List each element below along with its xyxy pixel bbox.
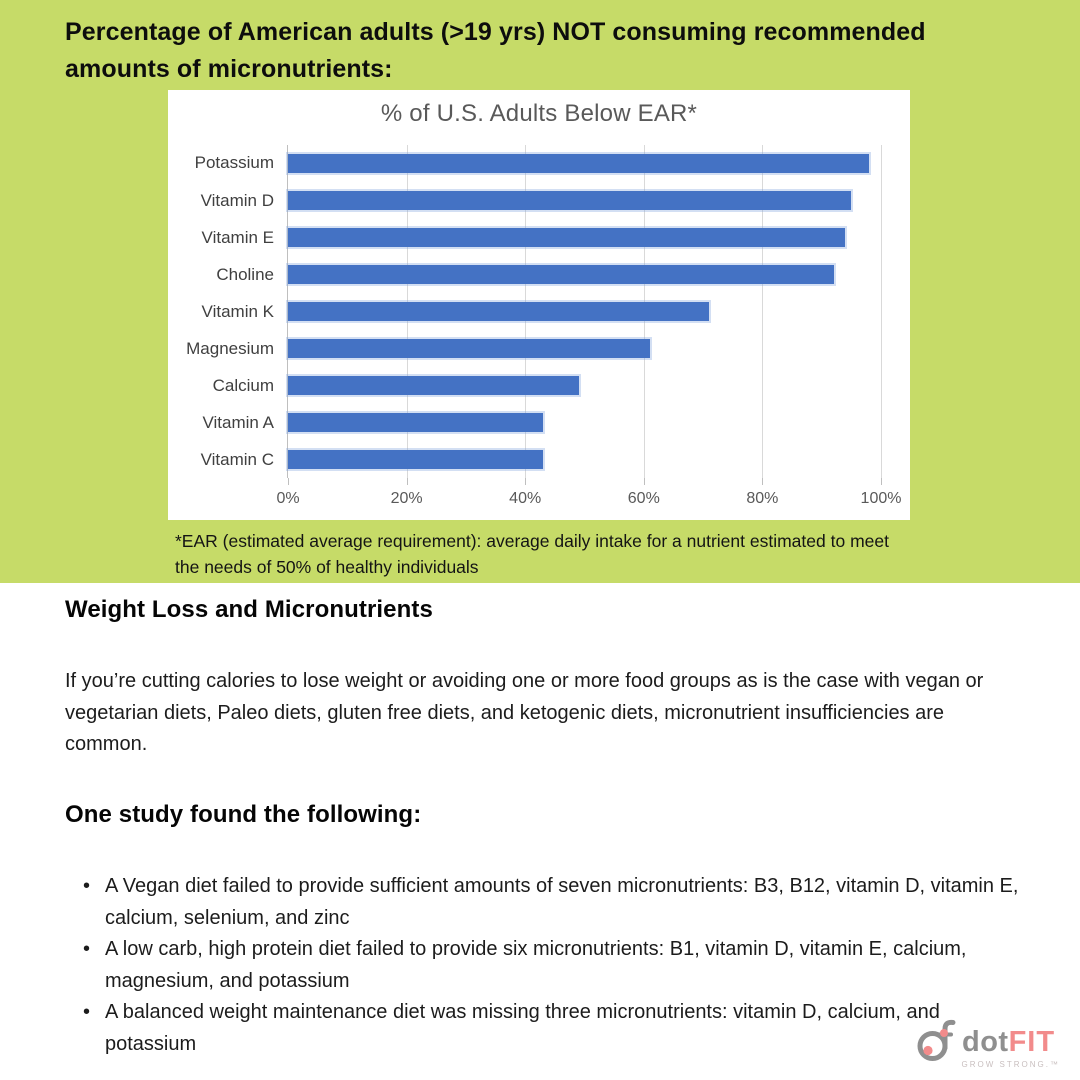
dotfit-logo-icon: [917, 1019, 956, 1061]
category-label: Choline: [216, 264, 274, 284]
bar-vitamin-d: [285, 188, 854, 212]
bar-potassium: [285, 151, 872, 175]
bar-row: [285, 182, 881, 219]
dotfit-logo: dot FIT GROW STRONG.™: [916, 1018, 1064, 1076]
logo-word-fit: FIT: [1008, 1026, 1056, 1058]
logo-tagline: GROW STRONG.™: [961, 1060, 1060, 1069]
bar-magnesium: [286, 336, 652, 360]
category-label: Vitamin E: [201, 227, 274, 247]
bar-calcium: [286, 373, 581, 397]
axis-tick-mark: [643, 478, 645, 485]
one-study-heading: One study found the following:: [65, 801, 422, 828]
list-item: A Vegan diet failed to provide sufficien…: [83, 871, 1023, 934]
bar-row: [285, 145, 881, 182]
list-item: A low carb, high protein diet failed to …: [83, 934, 1023, 997]
x-axis-tick-label: 20%: [390, 490, 423, 507]
study-bullet-list: A Vegan diet failed to provide sufficien…: [83, 871, 1023, 1060]
x-axis-tick-label: 100%: [860, 490, 902, 507]
chart-title: % of U.S. Adults Below EAR*: [380, 100, 698, 127]
bar-vitamin-a: [286, 410, 545, 434]
bar-row: [285, 293, 881, 330]
chart-gridline: [762, 145, 764, 478]
weight-loss-heading: Weight Loss and Micronutrients: [65, 596, 433, 623]
x-axis-tick-label: 40%: [509, 490, 542, 507]
x-axis-tick-label: 0%: [276, 490, 300, 507]
weight-loss-paragraph: If you’re cutting calories to lose weigh…: [65, 670, 984, 755]
axis-tick-mark: [288, 478, 289, 485]
category-label: Vitamin C: [200, 449, 274, 469]
chart-gridline: [881, 145, 882, 478]
category-label: Magnesium: [186, 338, 274, 358]
axis-tick-mark: [881, 478, 882, 485]
bar-row: [286, 367, 881, 404]
bar-row: [286, 404, 881, 441]
list-item: A balanced weight maintenance diet was m…: [83, 997, 1023, 1060]
chart-footnote: *EAR (estimated average requirement): av…: [175, 531, 889, 577]
category-label: Calcium: [212, 375, 274, 395]
logo-word-dot: dot: [962, 1026, 1009, 1058]
category-label: Vitamin D: [200, 190, 274, 210]
page-title: Percentage of American adults (>19 yrs) …: [65, 18, 926, 83]
bar-row: [286, 256, 881, 293]
category-label: Vitamin K: [201, 301, 274, 321]
chart-plot-area: 0% 20% 40% 60% 80% 100% Potassium Vitamin D Vita…: [186, 145, 901, 507]
bar-row: [286, 330, 881, 367]
x-axis-tick-label: 80%: [746, 490, 779, 507]
x-axis-tick-label: 60%: [627, 490, 660, 507]
bar-choline: [286, 262, 836, 286]
axis-tick-mark: [762, 478, 764, 485]
bar-vitamin-k: [285, 299, 712, 323]
bar-vitamin-c: [286, 447, 545, 471]
category-label: Vitamin A: [202, 412, 274, 432]
category-label: Potassium: [194, 153, 274, 173]
axis-tick-mark: [406, 478, 408, 485]
bar-row: [286, 441, 881, 478]
logo-o-dot-icon: [940, 1029, 948, 1037]
green-header-section: Percentage of American adults (>19 yrs) …: [0, 0, 1080, 583]
bar-row: [285, 219, 881, 256]
axis-tick-mark: [525, 478, 527, 485]
chart-panel: % of U.S. Adults Below EAR* 0% 20% 40% 60% 8…: [168, 90, 910, 520]
bar-vitamin-e: [285, 225, 848, 249]
